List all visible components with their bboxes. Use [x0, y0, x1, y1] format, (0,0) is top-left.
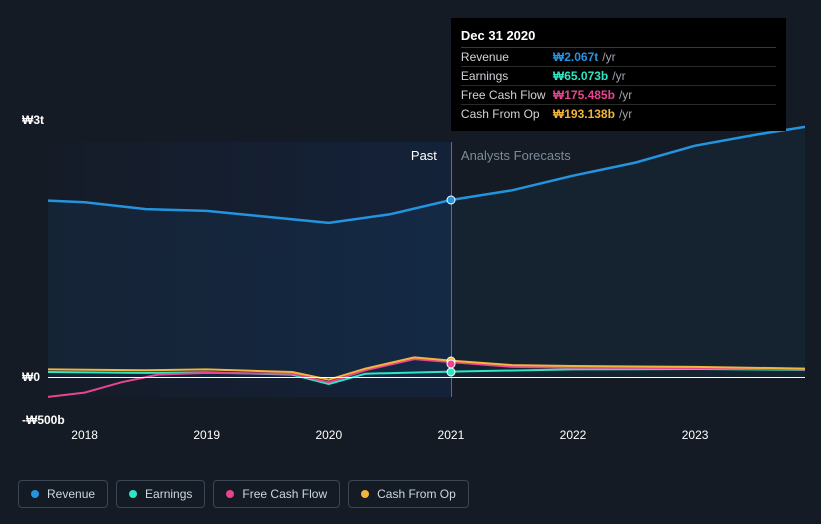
legend-dot-icon: [361, 490, 369, 498]
legend-item[interactable]: Free Cash Flow: [213, 480, 340, 508]
legend-label: Cash From Op: [377, 487, 456, 501]
y-tick-label: -₩500b: [22, 413, 65, 427]
tooltip-row-unit: /yr: [619, 88, 632, 102]
x-tick-label: 2019: [193, 428, 220, 442]
chart-area: Past Analysts Forecasts ₩3t₩0-₩500b 2018…: [18, 120, 805, 460]
forecast-region-label: Analysts Forecasts: [461, 148, 571, 163]
hover-tooltip: Dec 31 2020 Revenue₩2.067t/yrEarnings₩65…: [451, 18, 786, 131]
tooltip-row-value: ₩193.138b: [553, 107, 615, 121]
chart-svg: [48, 120, 805, 420]
tooltip-row-value: ₩175.485b: [553, 88, 615, 102]
x-tick-label: 2023: [682, 428, 709, 442]
zero-baseline: [48, 377, 805, 378]
x-tick-label: 2021: [438, 428, 465, 442]
tooltip-row: Cash From Op₩193.138b/yr: [461, 105, 776, 123]
y-tick-label: ₩0: [22, 370, 40, 384]
x-tick-label: 2020: [315, 428, 342, 442]
y-tick-label: ₩3t: [22, 113, 44, 127]
legend-dot-icon: [226, 490, 234, 498]
tooltip-row-label: Revenue: [461, 50, 553, 64]
tooltip-date: Dec 31 2020: [461, 24, 776, 48]
tooltip-row-label: Free Cash Flow: [461, 88, 553, 102]
tooltip-row-unit: /yr: [602, 50, 615, 64]
tooltip-row-label: Cash From Op: [461, 107, 553, 121]
past-region-label: Past: [411, 148, 437, 163]
legend-dot-icon: [129, 490, 137, 498]
x-tick-label: 2018: [71, 428, 98, 442]
legend: Revenue Earnings Free Cash Flow Cash From O…: [18, 480, 469, 508]
legend-dot-icon: [31, 490, 39, 498]
marker-revenue: [446, 195, 455, 204]
tooltip-row: Free Cash Flow₩175.485b/yr: [461, 86, 776, 105]
tooltip-row-unit: /yr: [619, 107, 632, 121]
tooltip-row: Earnings₩65.073b/yr: [461, 67, 776, 86]
plot-region[interactable]: Past Analysts Forecasts: [48, 120, 805, 420]
x-tick-label: 2022: [560, 428, 587, 442]
tooltip-row-value: ₩2.067t: [553, 50, 598, 64]
legend-label: Earnings: [145, 487, 192, 501]
legend-label: Free Cash Flow: [242, 487, 327, 501]
legend-item[interactable]: Revenue: [18, 480, 108, 508]
legend-item[interactable]: Cash From Op: [348, 480, 469, 508]
tooltip-row: Revenue₩2.067t/yr: [461, 48, 776, 67]
marker-earnings: [446, 367, 455, 376]
tooltip-row-value: ₩65.073b: [553, 69, 608, 83]
legend-item[interactable]: Earnings: [116, 480, 205, 508]
legend-label: Revenue: [47, 487, 95, 501]
tooltip-row-label: Earnings: [461, 69, 553, 83]
tooltip-row-unit: /yr: [612, 69, 625, 83]
